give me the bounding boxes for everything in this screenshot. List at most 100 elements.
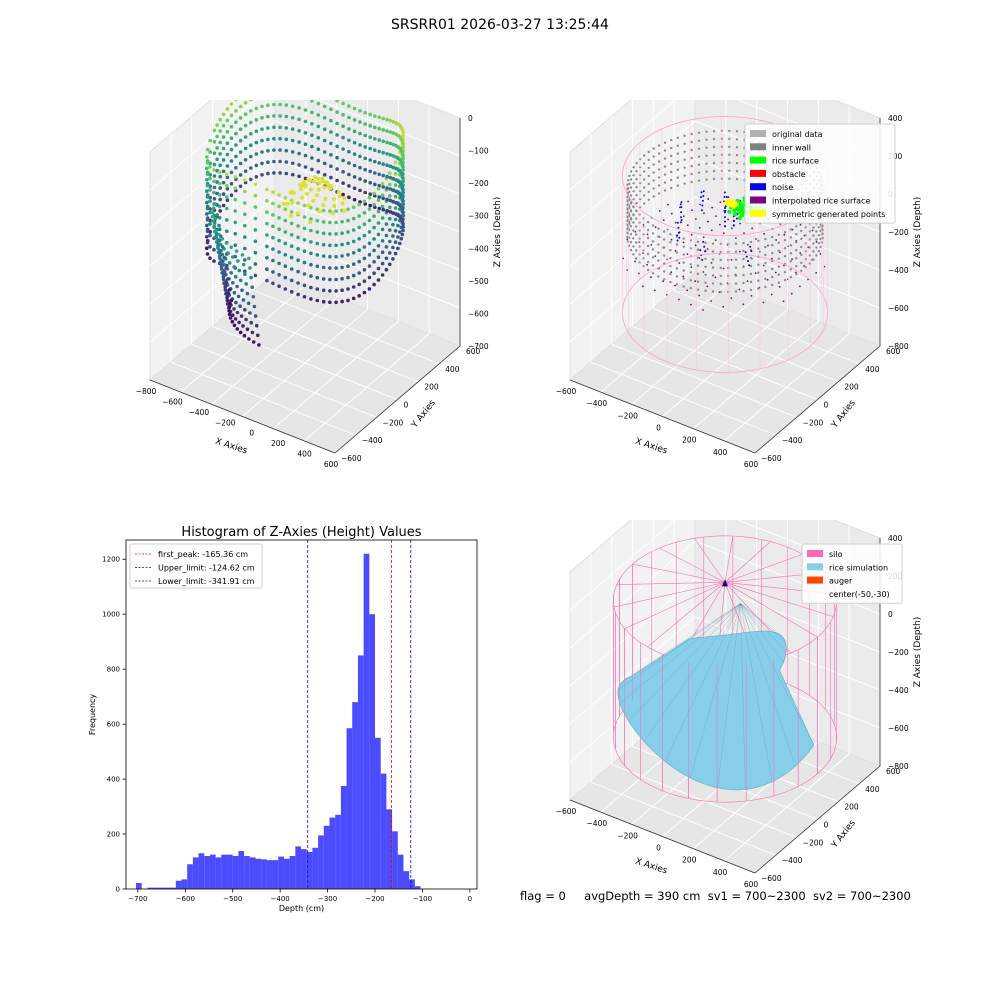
classify-interpolated-point	[678, 298, 680, 301]
raw-scatter-point	[251, 340, 256, 344]
raw-scatter-point	[284, 171, 289, 176]
raw-scatter-point	[221, 169, 226, 174]
classify-wall-point	[635, 162, 638, 165]
raw-scatter-point	[244, 282, 248, 286]
classify-wall-point	[635, 249, 638, 252]
raw-scatter-point	[381, 196, 386, 201]
raw-scatter-point	[314, 193, 319, 198]
simulation-z-tick-label: −400	[888, 686, 909, 695]
classify-interpolated-point	[735, 237, 737, 240]
raw-scatter-point	[283, 218, 288, 223]
raw-scatter-point	[212, 185, 217, 190]
classify-symmetric-point	[733, 200, 738, 205]
raw-scatter-point	[385, 174, 389, 179]
classify-wall-point	[643, 202, 646, 205]
classify-wall-point	[690, 132, 693, 136]
classify-interpolated-point	[686, 253, 689, 256]
classify-wall-point	[626, 224, 630, 227]
classify-wall-point	[683, 142, 686, 145]
classify-wall-point	[783, 270, 787, 274]
raw-scatter-point	[217, 170, 222, 174]
classify-noise-point	[700, 191, 703, 194]
raw-scatter-point	[290, 115, 295, 120]
classify-wall-point	[632, 182, 635, 185]
raw-scatter-point	[232, 307, 236, 311]
raw-scatter-point	[335, 110, 339, 114]
classify-wall-point	[646, 268, 650, 272]
raw-scatter-point	[260, 161, 264, 166]
raw-scatter-point	[208, 245, 212, 249]
raw-scatter-point	[252, 304, 257, 309]
classify-interpolated-point	[626, 269, 628, 271]
raw-scatter-point	[284, 103, 289, 107]
raw-scatter-point	[309, 262, 313, 267]
raw-scatter-point	[391, 199, 396, 204]
raw-scatter-point	[290, 200, 295, 205]
classify-wall-point	[629, 217, 633, 220]
classify-wall-point	[669, 241, 672, 244]
raw-scatter-point	[236, 294, 241, 299]
classify-wall-point	[683, 158, 686, 161]
raw-scatter-point	[321, 242, 326, 247]
raw-scatter-point	[368, 112, 372, 117]
classify-wall-point	[771, 267, 774, 271]
classify-wall-point	[689, 287, 692, 290]
raw-scatter-point	[310, 110, 314, 115]
classify-wall-point	[719, 290, 722, 294]
raw-scatter-point	[372, 214, 376, 218]
raw-scatter-point	[289, 290, 294, 294]
raw-scatter-point	[224, 280, 229, 285]
raw-scatter-point	[306, 203, 311, 208]
histogram-bar	[346, 728, 353, 889]
classify-noise-point	[680, 201, 683, 204]
classify-wall-point	[817, 234, 820, 237]
raw-scatter-point	[347, 127, 351, 131]
classify-noise-point	[703, 245, 706, 248]
classify-interpolated-point	[767, 244, 769, 247]
raw-scatter-point	[310, 156, 314, 160]
raw-scatter-point	[316, 101, 321, 106]
classify-wall-point	[635, 209, 638, 212]
histogram-bar	[386, 809, 393, 889]
raw-scatter-point	[271, 258, 275, 263]
simulation-legend-swatch	[807, 576, 823, 584]
classify-wall-point	[627, 179, 630, 182]
raw-scatter-point	[368, 158, 372, 162]
histogram-bar	[318, 835, 324, 889]
raw-scatter-point	[283, 207, 288, 211]
classify-wall-point	[817, 226, 820, 229]
classify-interpolated-point	[698, 294, 700, 297]
histogram-bar	[363, 553, 370, 889]
classify-legend-label: interpolated rice surface	[772, 197, 870, 206]
raw-scatter-point	[243, 201, 247, 205]
classify-wall-point	[696, 288, 700, 291]
raw-scatter-point	[221, 259, 225, 264]
raw-scatter-point	[358, 165, 362, 170]
raw-scatter-point	[238, 330, 243, 335]
classify-noise-point	[680, 206, 683, 209]
raw-scatter-point	[357, 271, 361, 275]
classify-wall-point	[705, 146, 708, 149]
classify-noise-point	[724, 216, 726, 219]
classify-interpolated-point	[674, 249, 677, 252]
raw-scatter-point	[215, 168, 219, 173]
raw-x-tick-label: −800	[136, 387, 157, 396]
raw-scatter-point	[368, 124, 372, 128]
classify-wall-point	[675, 283, 679, 286]
classify-noise-point	[701, 199, 704, 202]
raw-scatter-point	[401, 153, 405, 158]
histogram-bar	[266, 860, 273, 889]
classify-wall-point	[628, 222, 631, 225]
raw-scatter-point	[352, 118, 357, 122]
raw-y-axis-label: Y Axies	[409, 398, 438, 431]
raw-scatter-point	[388, 153, 393, 157]
raw-scatter-point	[388, 210, 393, 214]
raw-scatter-point	[391, 119, 396, 124]
raw-scatter-point	[394, 200, 398, 205]
raw-scatter-point	[205, 155, 209, 159]
classify-wall-point	[728, 153, 731, 156]
raw-scatter-point	[321, 288, 326, 293]
classify-wall-point	[651, 256, 655, 259]
raw-scatter-point	[246, 301, 251, 306]
raw-scatter-point	[296, 247, 300, 251]
